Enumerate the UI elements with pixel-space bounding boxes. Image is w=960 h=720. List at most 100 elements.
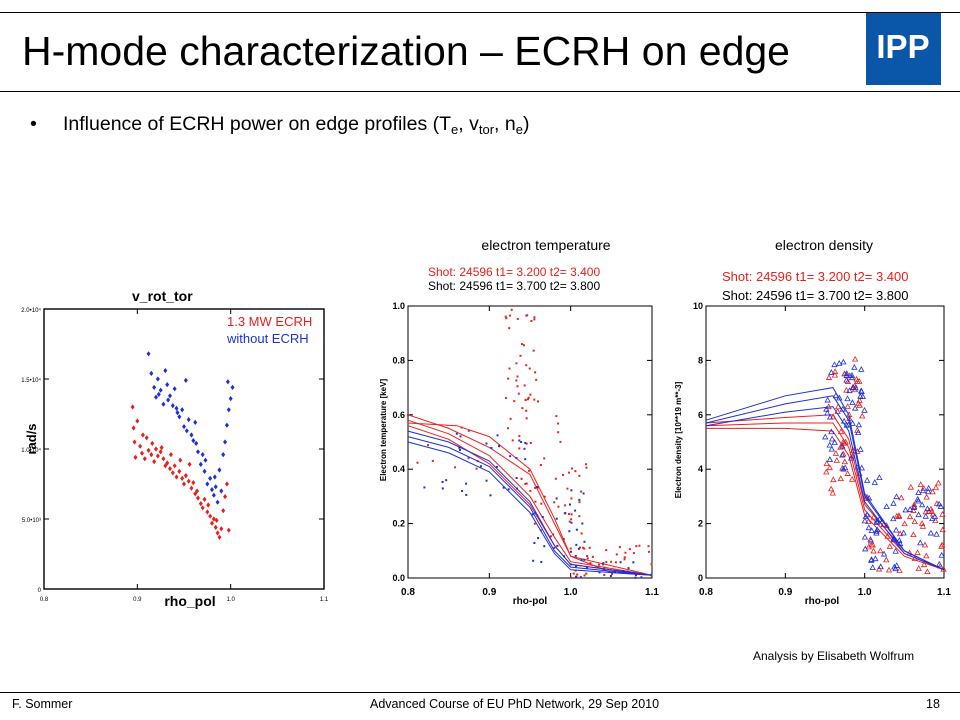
ne-red-point [910, 531, 917, 538]
te-blue-point [568, 503, 571, 506]
ne-red-point [929, 488, 936, 495]
vrot-red-point [189, 485, 194, 491]
ne-blue-point [918, 501, 926, 508]
title-rule [0, 91, 960, 92]
ne-blue-point [936, 560, 943, 567]
te-blue-point [445, 479, 448, 482]
te-red-point [570, 497, 573, 500]
footer-page-number: 18 [926, 697, 940, 711]
ne-blue-point [890, 499, 897, 506]
vrot-red-point [187, 461, 192, 467]
ne-legend-black: Shot: 24596 t1= 3.700 t2= 3.800 [722, 288, 909, 303]
te-blue-fit-line [407, 441, 653, 576]
te-red-point [526, 398, 529, 401]
te-blue-point [569, 550, 572, 553]
ne-red-point [915, 565, 922, 571]
vrot-red-point [155, 453, 160, 459]
te-blue-point [581, 522, 584, 525]
ne-red-point [907, 483, 914, 490]
ne-blue-point [826, 413, 834, 420]
te-chart-title: electron temperature [481, 237, 610, 253]
te-red-point [528, 367, 531, 370]
te-legend-black: Shot: 24596 t1= 3.700 t2= 3.800 [428, 279, 600, 293]
te-red-point [510, 308, 513, 311]
te-chart: electron temperature Shot: 24596 t1= 3.2… [379, 237, 659, 607]
te-red-point [525, 482, 528, 485]
te-red-point [623, 558, 626, 561]
ne-red-fit-line [705, 414, 945, 571]
ne-red-point [843, 386, 850, 393]
te-blue-point [640, 576, 643, 579]
te-blue-point [490, 447, 493, 450]
vrot-blue-point [182, 424, 186, 430]
vrot-red-point [140, 450, 144, 456]
ne-blue-point [839, 442, 846, 449]
ne-blue-point [828, 435, 836, 442]
ne-red-point [895, 513, 903, 520]
vrot-red-point [158, 449, 163, 455]
ne-red-fit-line [706, 427, 945, 571]
vrot-blue-point [168, 393, 172, 399]
vrot-y-tick-label: 5.0•10³ [22, 518, 41, 524]
ne-blue-point [929, 515, 936, 522]
bullet-mid2: , n [494, 113, 516, 135]
ne-red-point [939, 526, 946, 533]
te-blue-point [507, 488, 510, 491]
vrot-red-point [196, 495, 200, 501]
te-red-point [540, 502, 543, 505]
te-blue-point [650, 573, 653, 576]
top-rule [0, 12, 960, 13]
te-blue-point [580, 559, 583, 562]
ne-red-point [865, 518, 872, 525]
te-blue-point [583, 540, 586, 543]
vrot-red-point [180, 475, 185, 481]
ne-blue-point [844, 395, 851, 402]
te-red-point [533, 398, 536, 401]
te-blue-point [578, 498, 581, 501]
ne-red-point [837, 475, 844, 482]
te-red-point [516, 385, 519, 388]
ne-blue-point [828, 445, 835, 452]
vrot-red-point [226, 527, 231, 533]
vrot-red-point [221, 508, 226, 514]
ne-chart: electron density Shot: 24596 t1= 3.200 t… [674, 237, 951, 607]
ne-red-point [929, 510, 937, 517]
te-y-tick-label: 0.6 [392, 410, 405, 420]
te-red-point [507, 427, 510, 430]
ne-blue-point [892, 547, 899, 554]
te-legend-red: Shot: 24596 t1= 3.200 t2= 3.400 [428, 265, 600, 279]
ne-blue-point [823, 405, 830, 412]
te-red-point [557, 505, 560, 508]
te-red-point [555, 415, 558, 418]
te-blue-point [479, 465, 482, 468]
vrot-blue-point [208, 475, 213, 481]
te-blue-point [627, 567, 630, 570]
te-red-point [532, 349, 535, 352]
ne-blue-point [824, 409, 831, 416]
ne-red-point [837, 443, 844, 450]
vrot-red-point [219, 526, 224, 532]
te-red-point [559, 440, 562, 443]
te-red-point [539, 464, 542, 467]
te-red-point [578, 515, 581, 518]
ne-red-point [846, 415, 853, 421]
vrot-blue-point [226, 407, 231, 413]
ne-blue-point [915, 511, 922, 518]
te-blue-point [455, 432, 458, 435]
te-red-point [605, 561, 608, 564]
ne-blue-point [849, 399, 856, 406]
ne-red-point [877, 547, 884, 554]
te-red-point [517, 392, 520, 395]
ne-y-label: Electron density [10**19 m**-3] [674, 381, 683, 498]
vrot-blue-point [183, 377, 188, 383]
ne-y-tick-label: 10 [693, 301, 703, 311]
bullet-item: • Influence of ECRH power on edge profile… [30, 111, 529, 143]
vrot-blue-point [217, 467, 222, 473]
vrot-red-point [170, 470, 175, 476]
te-red-point [507, 377, 510, 380]
ne-blue-point [843, 370, 851, 376]
te-blue-point [583, 558, 586, 561]
ne-blue-point [877, 563, 884, 570]
vrot-red-point [163, 463, 168, 469]
ne-blue-point [859, 393, 866, 400]
